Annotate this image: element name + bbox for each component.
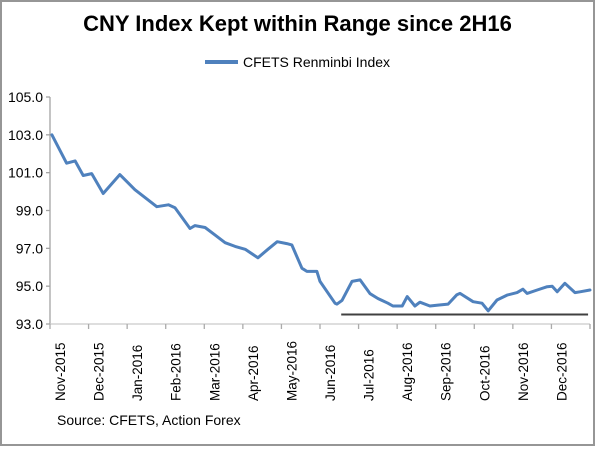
x-tick-label: Oct-2016 [477, 345, 492, 401]
y-tick-label: 95.0 [16, 278, 43, 294]
x-tick-label: Jul-2016 [362, 349, 377, 401]
y-tick-label: 105.0 [8, 89, 43, 105]
legend-label: CFETS Renminbi Index [242, 54, 391, 70]
x-tick-label: Nov-2016 [516, 342, 531, 401]
legend: CFETS Renminbi Index [0, 54, 595, 70]
x-tick-label: Jun-2016 [323, 345, 338, 401]
chart-title: CNY Index Kept within Range since 2H16 [83, 11, 512, 36]
x-tick-label: Nov-2015 [53, 342, 68, 401]
x-tick-label: Jan-2016 [130, 345, 145, 401]
source-note: Source: CFETS, Action Forex [57, 412, 241, 428]
legend-line-swatch [204, 60, 238, 64]
x-tick-label: Dec-2016 [554, 342, 569, 401]
x-tick-label: Dec-2015 [92, 342, 107, 401]
y-tick-label: 99.0 [16, 203, 43, 219]
x-tick-label: Sep-2016 [439, 342, 454, 401]
x-tick-label: Feb-2016 [169, 343, 184, 401]
x-tick-label: Mar-2016 [207, 343, 222, 401]
y-tick-label: 97.0 [16, 240, 43, 256]
x-tick-label: May-2016 [284, 341, 299, 401]
y-tick-label: 103.0 [8, 127, 43, 143]
y-tick-label: 101.0 [8, 165, 43, 181]
x-tick-label: Aug-2016 [400, 342, 415, 401]
y-tick-label: 93.0 [16, 316, 43, 332]
series-line [50, 133, 592, 313]
x-tick-label: Apr-2016 [246, 345, 261, 401]
